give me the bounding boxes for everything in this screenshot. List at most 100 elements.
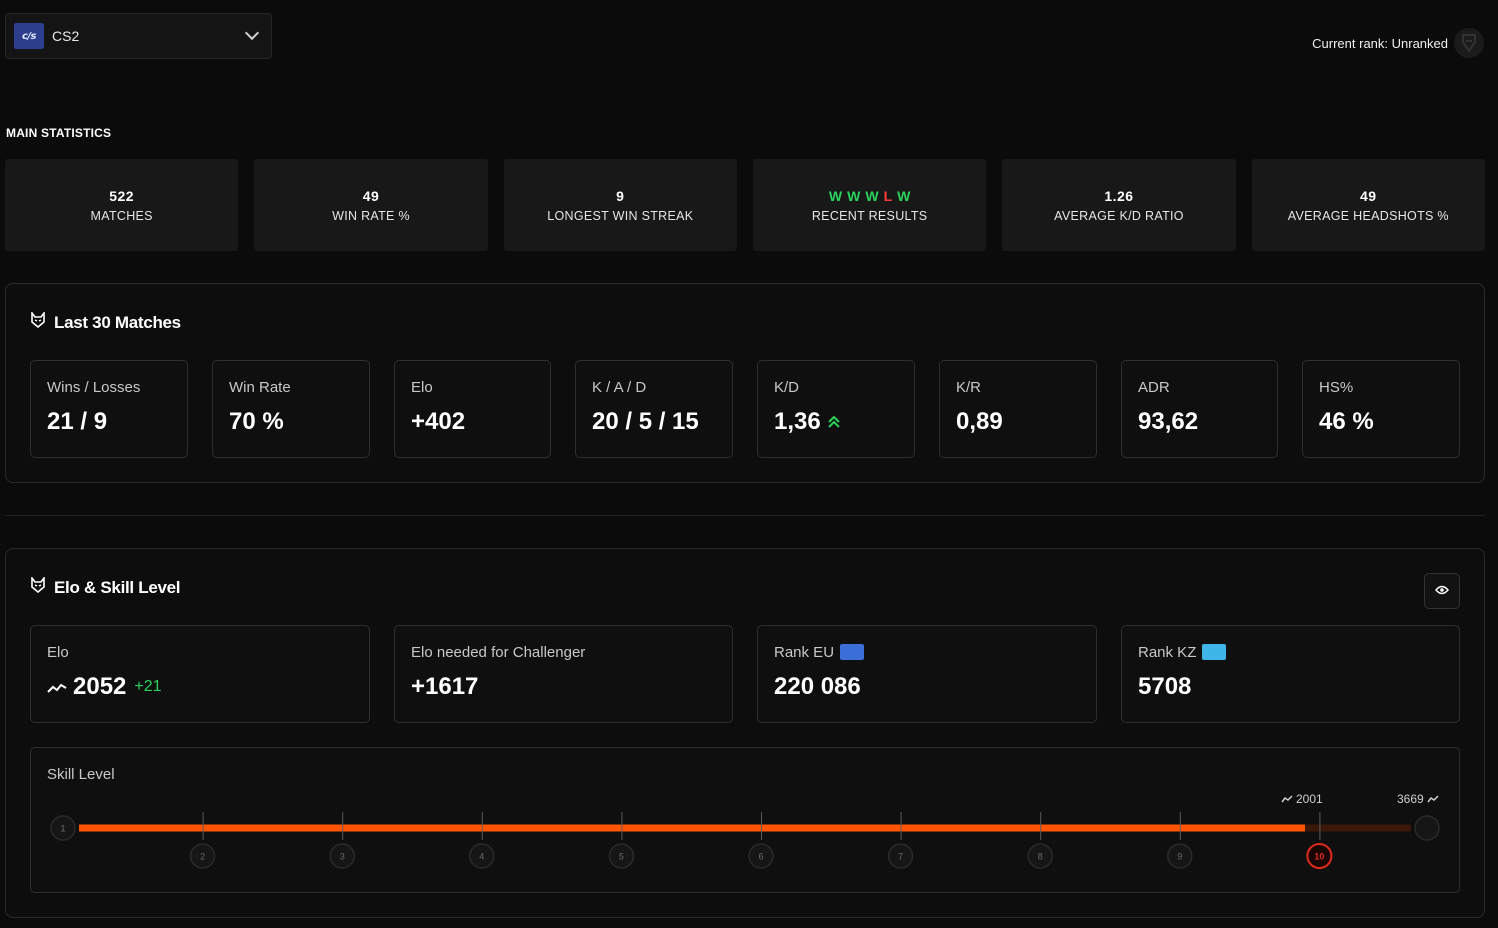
card-elo-change: Elo +402 [394,360,551,458]
level-node [887,843,914,869]
stat-label: AVERAGE K/D RATIO [1054,208,1184,223]
level-node [1027,843,1053,869]
card-label: Wins / Losses [47,379,141,396]
last-30-matches-title: Last 30 Matches [30,310,181,333]
faceit-wolf-icon [30,310,46,333]
card-value-text: +402 [411,408,466,435]
challenger-node [1414,815,1440,841]
card-win-rate: Win Rate 70 % [212,360,370,458]
result-loss: L [883,187,893,204]
double-chevron-up-icon [827,408,841,436]
card-value-text: 0,89 [956,408,1003,435]
stat-label: MATCHES [90,208,153,223]
skill-level-track: 1 2 3 4 5 6 7 8 9 10 [50,812,1440,869]
eu-flag-icon [840,644,865,660]
elo-trend-icon [1427,792,1439,806]
elo-skill-panel: Elo & Skill Level Elo 2052 +21 Elo neede… [5,548,1485,918]
stat-label: RECENT RESULTS [811,208,928,223]
card-value: +1617 [411,673,732,701]
stat-average-kd: 1.26 AVERAGE K/D RATIO [1002,159,1236,251]
elo-skill-title: Elo & Skill Level [30,575,181,598]
result-win: W [828,187,843,204]
card-kd: K/D 1,36 [757,360,915,458]
card-value-text: 20 / 5 / 15 [592,408,699,435]
card-rank-kz: Rank KZ 5708 [1121,625,1460,723]
stat-value: 49 [362,187,380,204]
game-name: CS2 [52,28,80,44]
level-number: 5 [619,852,624,862]
card-wins-losses: Wins / Losses 21 / 9 [30,360,188,458]
panel-title-text: Last 30 Matches [54,312,181,332]
stat-longest-win-streak: 9 LONGEST WIN STREAK [503,159,737,251]
stat-matches: 522 MATCHES [5,159,239,251]
faceit-wolf-icon [30,575,46,598]
card-kad: K / A / D 20 / 5 / 15 [575,360,733,458]
level-number: 1 [60,824,65,834]
panel-title-text: Elo & Skill Level [54,577,181,597]
result-win: W [897,187,911,204]
card-label: Win Rate [229,379,291,396]
card-label: Elo [47,644,69,661]
level-number: 8 [1038,852,1043,862]
elo-trend-icon [1281,792,1293,806]
level-number: 3 [340,852,345,862]
kz-flag-icon [1202,644,1227,660]
result-win: W [847,187,861,204]
stat-label: AVERAGE HEADSHOTS % [1287,208,1449,223]
card-value-text: 70 % [229,408,284,435]
level-number: 2 [200,852,205,862]
level-min-elo-value: 2001 [1296,792,1323,806]
card-value: 93,62 [1138,408,1277,436]
level-node [608,843,635,869]
card-value-text: 1,36 [774,408,821,435]
card-value-text: 93,62 [1138,408,1199,435]
level-node [1306,843,1333,869]
card-kr: K/R 0,89 [939,360,1097,458]
card-label: K/R [956,379,982,396]
card-hs: HS% 46 % [1302,360,1460,458]
elo-trend-icon [47,673,67,701]
main-statistics: 522 MATCHES 49 WIN RATE % 9 LONGEST WIN … [5,159,1485,251]
stat-average-headshots: 49 AVERAGE HEADSHOTS % [1251,159,1485,251]
stat-win-rate: 49 WIN RATE % [254,159,488,251]
card-value: 46 % [1319,408,1459,436]
stat-label: LONGEST WIN STREAK [547,208,694,223]
card-label-text: Rank KZ [1138,644,1197,661]
stat-value: 9 [616,187,625,204]
card-value: 2052 +21 [47,673,369,701]
current-rank-label: Current rank: Unranked [1312,35,1448,51]
card-label-text: Rank EU [774,644,835,661]
current-rank: Current rank: Unranked [1312,28,1484,58]
level-number: 10 [1314,852,1324,862]
recent-results: W W W L W [829,188,910,204]
card-value: 5708 [1138,673,1459,701]
last-30-matches-panel: Last 30 Matches Wins / Losses 21 / 9 Win… [5,283,1485,483]
card-value: 1,36 [774,408,914,436]
card-label: K/D [774,379,800,396]
elo-delta: +21 [134,678,162,695]
stat-value: 49 [1360,187,1377,204]
card-value: +402 [411,408,550,436]
level-node [50,815,76,841]
section-divider [5,515,1485,516]
stat-label: WIN RATE % [332,208,410,223]
card-value: 20 / 5 / 15 [592,408,732,436]
card-adr: ADR 93,62 [1121,360,1278,458]
level-number: 9 [1177,852,1182,862]
card-value-text: 5708 [1138,673,1192,700]
stat-value: 522 [109,187,135,204]
skill-level-box: Skill Level 2001 3669 1 2 3 4 5 6 7 8 9 10 [30,747,1460,893]
chevron-down-icon [244,25,260,41]
max-elo: 3669 [1397,792,1439,806]
card-elo: Elo 2052 +21 [30,625,370,723]
card-rank-eu: Rank EU 220 086 [757,625,1097,723]
card-value-text: 2052 [73,673,127,700]
result-win: W [865,187,879,204]
card-value: 0,89 [956,408,1096,436]
game-selector[interactable]: c/s CS2 [5,13,272,59]
level-number: 6 [758,852,763,862]
card-value-text: 46 % [1319,408,1374,435]
max-elo-value: 3669 [1397,792,1424,806]
toggle-visibility-button[interactable] [1424,573,1460,609]
card-label: Rank EU [774,644,1096,661]
